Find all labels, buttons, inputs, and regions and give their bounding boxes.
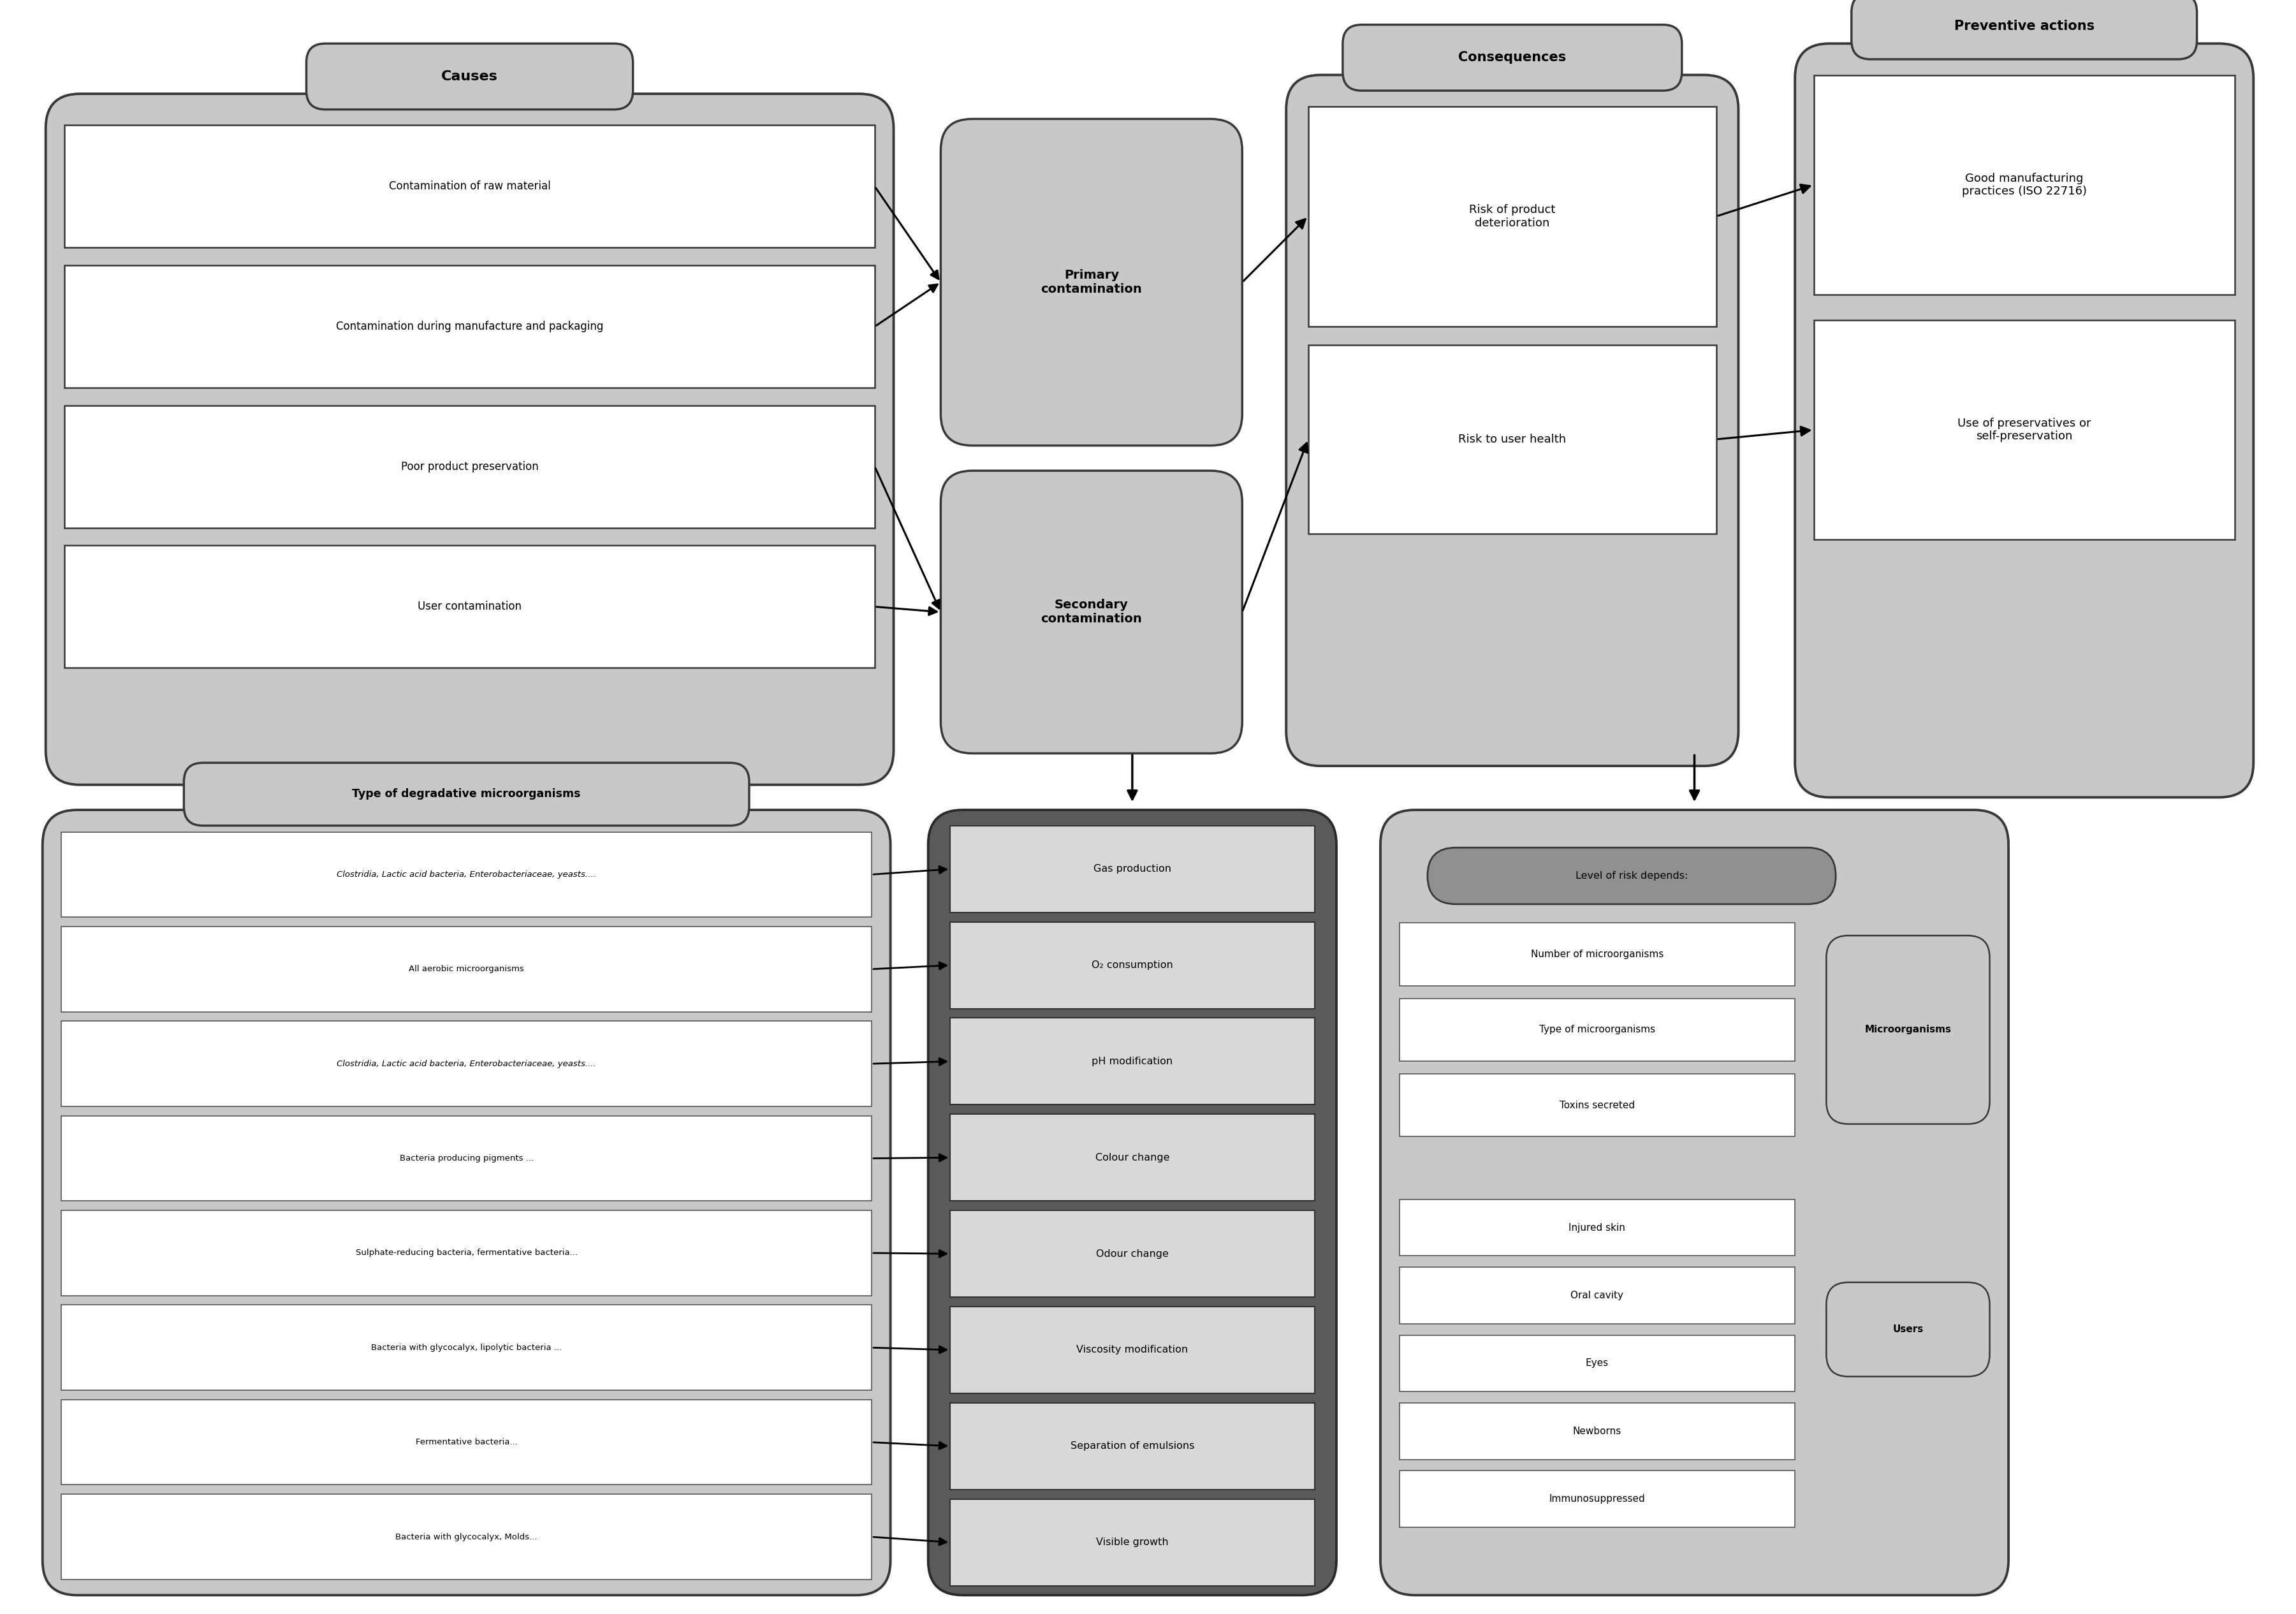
Text: Contamination of raw material: Contamination of raw material [388,181,551,192]
Text: Number of microorganisms: Number of microorganisms [1531,949,1665,959]
Bar [951,1114,1313,1201]
Text: Level of risk depends:: Level of risk depends: [1575,872,1688,881]
FancyBboxPatch shape [941,471,1242,754]
Text: Consequences: Consequences [1458,52,1566,65]
Bar [62,831,872,917]
FancyBboxPatch shape [941,119,1242,445]
Bar [1814,74,2234,295]
Text: Bacteria with glycocalyx, lipolytic bacteria ...: Bacteria with glycocalyx, lipolytic bact… [372,1343,563,1353]
Text: Poor product preservation: Poor product preservation [402,462,540,473]
Text: Contamination during manufacture and packaging: Contamination during manufacture and pac… [335,321,604,332]
FancyBboxPatch shape [1343,24,1683,90]
Bar [64,546,875,668]
Text: Visible growth: Visible growth [1095,1538,1169,1548]
Text: User contamination: User contamination [418,600,521,612]
Text: Clostridia, Lactic acid bacteria, Enterobacteriaceae, yeasts....: Clostridia, Lactic acid bacteria, Entero… [338,1060,597,1068]
Text: Type of microorganisms: Type of microorganisms [1538,1025,1655,1035]
Bar [62,1495,872,1580]
Bar [951,1403,1313,1490]
Text: Secondary
contamination: Secondary contamination [1040,599,1141,625]
Bar [1398,1199,1795,1256]
Bar [951,826,1313,912]
Text: pH modification: pH modification [1093,1057,1173,1067]
Text: Injured skin: Injured skin [1568,1223,1626,1233]
Bar [62,926,872,1012]
FancyBboxPatch shape [1380,810,2009,1595]
Text: Type of degradative microorganisms: Type of degradative microorganisms [351,789,581,801]
Text: Newborns: Newborns [1573,1427,1621,1436]
Text: Causes: Causes [441,69,498,82]
Bar [64,405,875,528]
Text: Bacteria producing pigments ...: Bacteria producing pigments ... [400,1154,533,1162]
Bar [1309,345,1717,534]
Text: Primary
contamination: Primary contamination [1040,270,1141,295]
Bar [1398,1335,1795,1391]
Bar [1398,1073,1795,1136]
Text: Sulphate-reducing bacteria, fermentative bacteria...: Sulphate-reducing bacteria, fermentative… [356,1249,579,1257]
Bar [1814,320,2234,539]
FancyBboxPatch shape [305,44,634,110]
FancyBboxPatch shape [1851,0,2197,60]
FancyBboxPatch shape [1286,74,1738,767]
Text: O₂ consumption: O₂ consumption [1091,960,1173,970]
Text: Separation of emulsions: Separation of emulsions [1070,1441,1194,1451]
Bar [64,126,875,247]
Bar [64,265,875,387]
Text: Fermentative bacteria...: Fermentative bacteria... [416,1438,517,1446]
Bar [951,1210,1313,1298]
Bar [951,1018,1313,1104]
Text: Risk of product
deterioration: Risk of product deterioration [1469,203,1554,229]
FancyBboxPatch shape [928,810,1336,1595]
Bar [1398,923,1795,986]
FancyBboxPatch shape [1825,1282,1991,1377]
Bar [62,1115,872,1201]
Bar [1309,107,1717,326]
Bar [62,1399,872,1485]
FancyBboxPatch shape [44,810,891,1595]
Bar [1398,1403,1795,1459]
FancyBboxPatch shape [1825,936,1991,1123]
Text: Eyes: Eyes [1587,1359,1609,1369]
Text: Colour change: Colour change [1095,1152,1169,1162]
Bar [951,1499,1313,1585]
Text: Bacteria with glycocalyx, Molds...: Bacteria with glycocalyx, Molds... [395,1533,537,1541]
Text: Good manufacturing
practices (ISO 22716): Good manufacturing practices (ISO 22716) [1961,173,2087,197]
Bar [1398,1267,1795,1323]
FancyBboxPatch shape [1428,847,1837,904]
Bar [951,1307,1313,1393]
Text: Use of preservatives or
self-preservation: Use of preservatives or self-preservatio… [1958,418,2092,442]
Bar [62,1022,872,1106]
Text: Immunosuppressed: Immunosuppressed [1550,1495,1646,1504]
Text: Preventive actions: Preventive actions [1954,19,2094,32]
Text: Users: Users [1892,1325,1924,1335]
Text: Risk to user health: Risk to user health [1458,434,1566,445]
Text: Toxins secreted: Toxins secreted [1559,1101,1635,1110]
Bar [1398,999,1795,1060]
Text: Viscosity modification: Viscosity modification [1077,1344,1187,1354]
Text: Oral cavity: Oral cavity [1570,1291,1623,1301]
Text: All aerobic microorganisms: All aerobic microorganisms [409,965,523,973]
Bar [62,1210,872,1296]
Text: Clostridia, Lactic acid bacteria, Enterobacteriaceae, yeasts....: Clostridia, Lactic acid bacteria, Entero… [338,870,597,878]
Bar [1398,1470,1795,1527]
Text: Gas production: Gas production [1093,863,1171,873]
FancyBboxPatch shape [184,763,748,826]
Bar [951,922,1313,1009]
Text: Odour change: Odour change [1095,1249,1169,1259]
FancyBboxPatch shape [1795,44,2252,797]
Text: Microorganisms: Microorganisms [1864,1025,1952,1035]
FancyBboxPatch shape [46,94,893,784]
Bar [62,1306,872,1390]
